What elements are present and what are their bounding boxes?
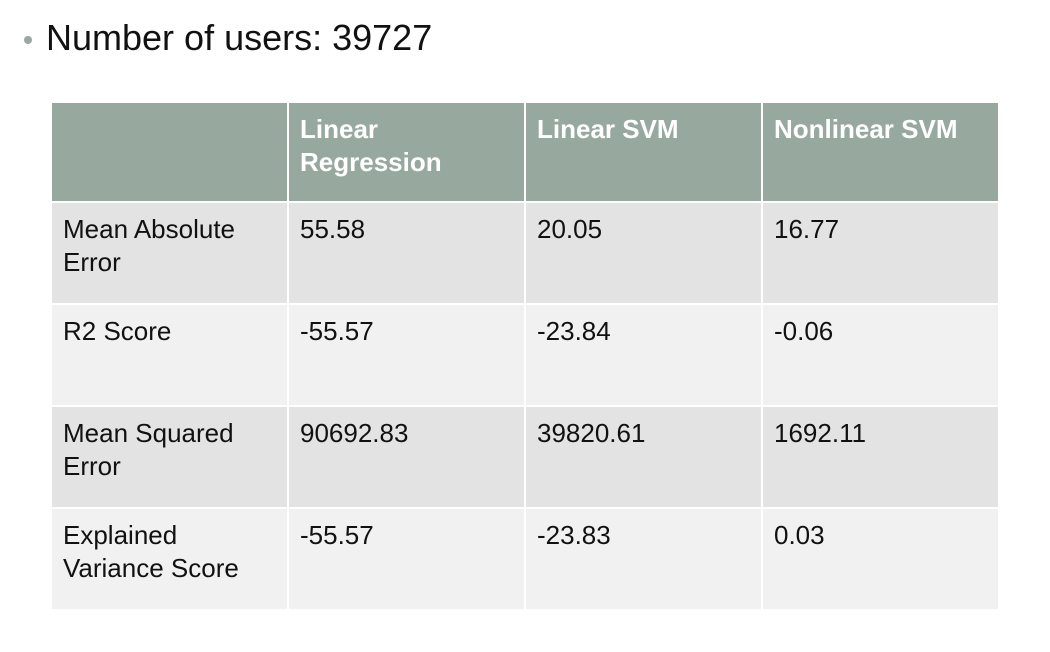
row-label: R2 Score — [50, 303, 289, 407]
table-cell: -0.06 — [761, 303, 1000, 407]
bullet-dot-icon — [24, 36, 32, 44]
table-cell: 90692.83 — [287, 405, 526, 509]
header-empty-cell — [50, 101, 289, 203]
bullet-item: Number of users: 39727 — [24, 14, 432, 62]
metrics-table: Linear Regression Linear SVM Nonlinear S… — [50, 101, 1000, 611]
table-cell: -23.84 — [524, 303, 763, 407]
table-row: Explained Variance Score -55.57 -23.83 0… — [50, 507, 1000, 611]
table-row: Mean Absolute Error 55.58 20.05 16.77 — [50, 201, 1000, 305]
table-cell: 16.77 — [761, 201, 1000, 305]
table-cell: 1692.11 — [761, 405, 1000, 509]
table-header-row: Linear Regression Linear SVM Nonlinear S… — [50, 101, 1000, 203]
table-cell: 39820.61 — [524, 405, 763, 509]
table-cell: -55.57 — [287, 303, 526, 407]
table-cell: -55.57 — [287, 507, 526, 611]
table-row: R2 Score -55.57 -23.84 -0.06 — [50, 303, 1000, 407]
table-row: Mean Squared Error 90692.83 39820.61 169… — [50, 405, 1000, 509]
header-nonlinear-svm: Nonlinear SVM — [761, 101, 1000, 203]
header-linear-regression: Linear Regression — [287, 101, 526, 203]
row-label: Mean Absolute Error — [50, 201, 289, 305]
row-label: Mean Squared Error — [50, 405, 289, 509]
table-cell: 20.05 — [524, 201, 763, 305]
table-cell: 55.58 — [287, 201, 526, 305]
table-cell: -23.83 — [524, 507, 763, 611]
table-cell: 0.03 — [761, 507, 1000, 611]
header-linear-svm: Linear SVM — [524, 101, 763, 203]
row-label: Explained Variance Score — [50, 507, 289, 611]
users-count-text: Number of users: 39727 — [46, 17, 433, 58]
